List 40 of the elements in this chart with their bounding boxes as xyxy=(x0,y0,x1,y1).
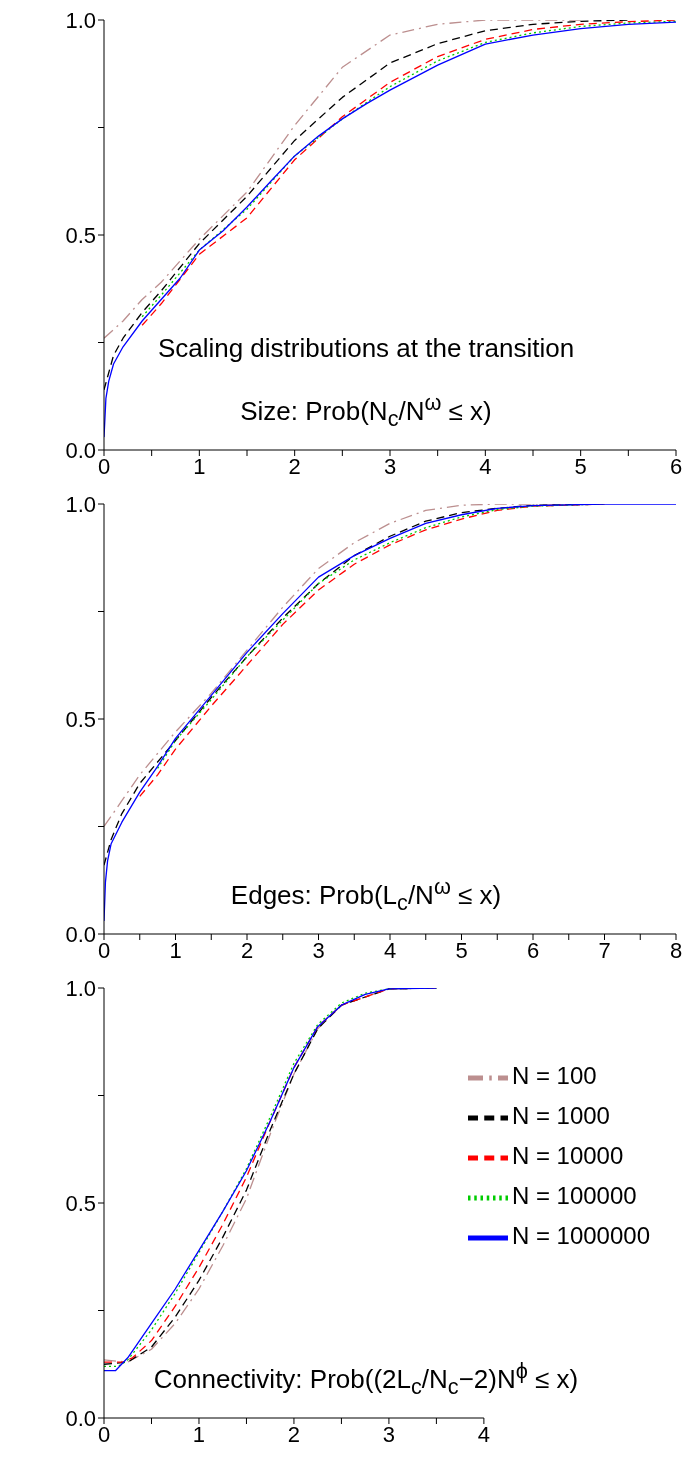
x-tick-label: 1 xyxy=(192,1421,206,1447)
x-tick-label: 5 xyxy=(455,937,468,963)
x-tick-label: 4 xyxy=(479,453,492,479)
x-tick-label: 3 xyxy=(383,453,397,479)
line-series xyxy=(104,20,582,339)
x-tick-label: 7 xyxy=(598,937,611,963)
legend-label: N = 100 xyxy=(511,1062,597,1090)
x-tick-label: 4 xyxy=(383,937,397,963)
legend-label: N = 10000 xyxy=(511,1142,624,1170)
x-tick-label: 1 xyxy=(193,453,206,479)
y-tick-label: 0.0 xyxy=(65,921,96,947)
y-tick-label: 1.0 xyxy=(65,491,96,517)
y-tick-label: 0.0 xyxy=(65,1405,96,1431)
x-tick-label: 8 xyxy=(669,937,683,963)
legend-label: N = 100000 xyxy=(511,1182,637,1210)
annotation: Edges: Prob(L$_{c}$/N$^{ω}$ ≤ x) xyxy=(229,874,503,916)
x-tick-label: 0 xyxy=(97,937,111,963)
x-tick-label: 4 xyxy=(477,1421,490,1447)
x-tick-label: 3 xyxy=(312,937,325,963)
y-tick-label: 0.5 xyxy=(65,706,96,732)
legend-label: N = 1000 xyxy=(511,1102,610,1130)
annotation: Connectivity: Prob((2L$_{c}$/N$_{c}$−2)N$^{ϕ}$ ≤ x) xyxy=(152,1358,580,1400)
x-tick-label: 0 xyxy=(97,1421,111,1447)
y-tick-label: 1.0 xyxy=(65,7,96,33)
x-tick-label: 2 xyxy=(287,1421,301,1447)
x-tick-label: 6 xyxy=(526,937,540,963)
y-tick-label: 0.5 xyxy=(65,1190,96,1216)
x-tick-label: 2 xyxy=(240,937,254,963)
x-tick-label: 1 xyxy=(169,937,182,963)
y-tick-label: 0.5 xyxy=(65,222,96,248)
y-tick-label: 0.0 xyxy=(65,437,96,463)
x-tick-label: 0 xyxy=(97,453,111,479)
x-tick-label: 3 xyxy=(382,1421,396,1447)
y-tick-label: 1.0 xyxy=(65,975,96,1001)
x-tick-label: 2 xyxy=(288,453,301,479)
x-tick-label: 6 xyxy=(669,453,683,479)
annotation: Scaling distributions at the transition xyxy=(156,333,576,364)
annotation: Size: Prob(N$_{c}$/N$^{ω}$ ≤ x) xyxy=(239,390,493,432)
legend-label: N = 1000000 xyxy=(511,1222,650,1250)
x-tick-label: 5 xyxy=(574,453,587,479)
